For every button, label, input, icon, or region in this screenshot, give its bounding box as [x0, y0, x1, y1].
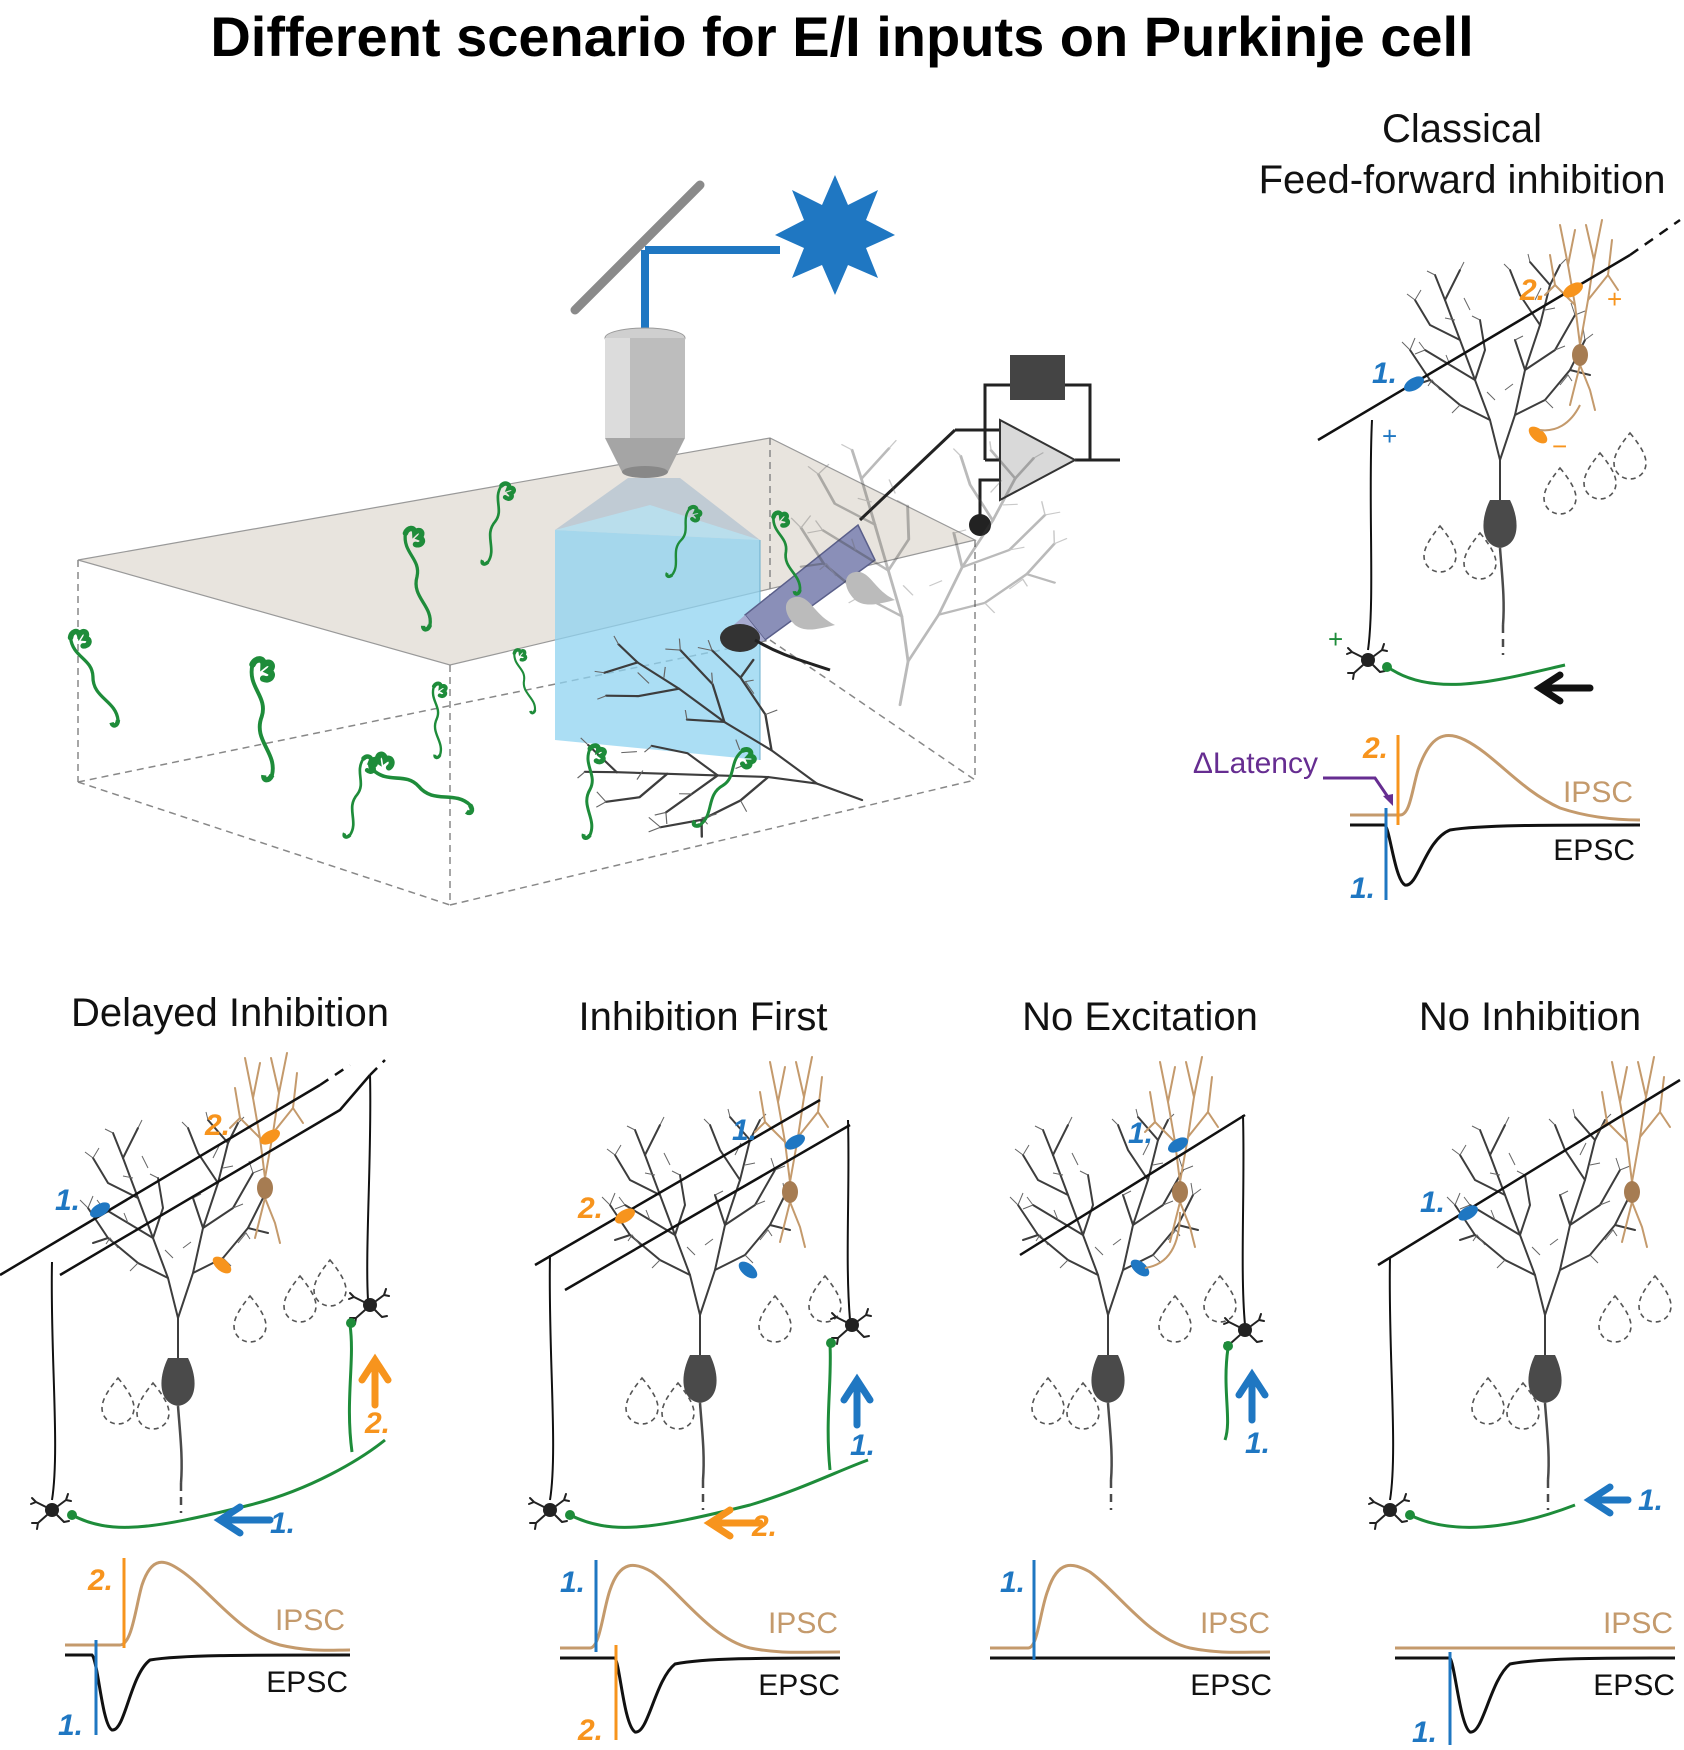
ground-node	[969, 514, 991, 536]
setup-illustration	[51, 175, 1120, 906]
figure-title: Different scenario for E/I inputs on Pur…	[210, 5, 1473, 68]
noinh-mossy-fiber	[1409, 1503, 1576, 1529]
panel-delayed-title: Delayed Inhibition	[71, 991, 389, 1035]
classical-epsc-trace	[1350, 823, 1641, 887]
noexc-arrow-label-1: 1.	[1245, 1427, 1270, 1460]
classical-synapse-2	[1563, 282, 1583, 298]
classical-plus-blue: +	[1382, 421, 1397, 451]
mirror	[570, 180, 705, 315]
light-source-star-icon	[775, 175, 895, 295]
noexc-epsc-label: EPSC	[1190, 1669, 1272, 1702]
noexc-ipsc-label: IPSC	[1200, 1607, 1270, 1640]
noinh-trace-label-1: 1.	[1412, 1716, 1437, 1749]
classical-ipsc-label: IPSC	[1563, 776, 1633, 809]
classical-latency-label: ΔLatency	[1193, 747, 1318, 780]
first-trace-label-1: 1.	[560, 1566, 585, 1599]
noinh-epsc-trace	[1395, 1656, 1676, 1734]
first-arrow-label-2: 2.	[751, 1510, 777, 1543]
delayed-arrow-label-2: 2.	[364, 1407, 390, 1440]
first-synapse-label-2: 2.	[577, 1192, 603, 1225]
delayed-arrow-2-icon	[358, 1353, 392, 1409]
classical-synapse-1	[1404, 376, 1424, 392]
panel-noexc-title: No Excitation	[1022, 995, 1258, 1039]
delayed-ipsc-trace	[65, 1560, 351, 1652]
panel-first-title: Inhibition First	[579, 995, 828, 1039]
classical-interneuron	[1544, 219, 1619, 411]
delayed-parallel-fiber-2	[59, 1074, 371, 1277]
background-soma-1	[785, 596, 835, 630]
classical-epsc-label: EPSC	[1553, 834, 1635, 867]
first-trace-label-2: 2.	[577, 1714, 603, 1747]
feedback-resistor	[1010, 355, 1065, 400]
classical-trace-label-2: 2.	[1362, 732, 1388, 765]
first-ipsc-trace	[560, 1564, 841, 1654]
delayed-arrow-1-icon	[213, 1503, 274, 1537]
illumination-cube-top	[555, 505, 760, 540]
first-epsc-trace	[560, 1656, 841, 1734]
classical-plus-orange: +	[1607, 284, 1622, 314]
first-arrow-label-1: 1.	[850, 1429, 875, 1462]
panel-noexc: No Excitation 1. 1. 1. IPSC EPSC	[990, 995, 1272, 1702]
noexc-mossy-fiber	[1223, 1347, 1230, 1441]
classical-mossy-fiber	[1384, 663, 1566, 686]
classical-granule-axon	[1367, 419, 1373, 651]
background-soma-2	[845, 571, 895, 605]
first-ipsc-label: IPSC	[768, 1607, 838, 1640]
classical-ipsc-trace	[1350, 734, 1641, 822]
laser-path	[641, 246, 780, 335]
first-arrow-1-icon	[840, 1373, 874, 1429]
delayed-trace-label-1: 1.	[58, 1709, 83, 1742]
delayed-mossy-fiber	[71, 1324, 386, 1529]
classical-label-2: 2.	[1519, 274, 1545, 307]
panel-classical: Classical Feed-forward inhibition 1. 2. …	[1193, 107, 1681, 905]
panel-classical-title-line1: Classical	[1382, 107, 1542, 151]
noinh-epsc-label: EPSC	[1593, 1669, 1675, 1702]
objective-lens	[604, 327, 686, 478]
delayed-synapse-label-1: 1.	[55, 1184, 80, 1217]
delayed-parallel-fiber-1	[0, 1083, 321, 1277]
delayed-trace-label-2: 2.	[87, 1564, 113, 1597]
delayed-ipsc-label: IPSC	[275, 1604, 345, 1637]
panel-noinh: No Inhibition 1. 1. 1. IPSC EPSC	[1368, 995, 1681, 1749]
first-epsc-label: EPSC	[758, 1669, 840, 1702]
delayed-arrow-label-1: 1.	[270, 1507, 295, 1540]
noexc-synapse-label-1: 1.	[1128, 1117, 1153, 1150]
classical-latency-arrow	[1323, 776, 1392, 801]
panel-classical-title-line2: Feed-forward inhibition	[1259, 158, 1666, 202]
amplifier-circuit	[858, 383, 1120, 522]
noinh-arrow-1-icon	[1583, 1483, 1632, 1517]
classical-label-1: 1.	[1372, 357, 1397, 390]
illumination-cube-front	[555, 530, 760, 760]
noinh-synapse-label-1: 1.	[1420, 1186, 1445, 1219]
noexc-ipsc-trace	[990, 1564, 1271, 1654]
classical-basket-cells	[1423, 432, 1647, 580]
classical-trace-label-1: 1.	[1350, 872, 1375, 905]
delayed-epsc-trace	[65, 1653, 351, 1732]
panel-delayed: Delayed Inhibition 1. 2. 1. 2.	[0, 991, 392, 1742]
noinh-ipsc-label: IPSC	[1603, 1607, 1673, 1640]
first-arrow-2-icon	[703, 1506, 764, 1540]
noexc-arrow-1-icon	[1235, 1368, 1269, 1424]
classical-synapse-inhibitory	[1528, 426, 1548, 444]
noinh-arrow-label-1: 1.	[1638, 1484, 1663, 1517]
panel-noinh-title: No Inhibition	[1419, 995, 1641, 1039]
first-mossy-fiber	[569, 1344, 869, 1529]
classical-plus-green: +	[1328, 624, 1343, 654]
noexc-trace-label-1: 1.	[1000, 1566, 1025, 1599]
panel-first: Inhibition First 2. 1. 2. 1. 1. 2	[528, 995, 875, 1747]
classical-input-arrow-icon	[1533, 671, 1594, 705]
classical-minus-orange: −	[1552, 431, 1567, 461]
first-synapse-label-1: 1.	[732, 1114, 757, 1147]
delayed-epsc-label: EPSC	[266, 1666, 348, 1699]
delayed-synapse-label-2: 2.	[204, 1109, 230, 1142]
